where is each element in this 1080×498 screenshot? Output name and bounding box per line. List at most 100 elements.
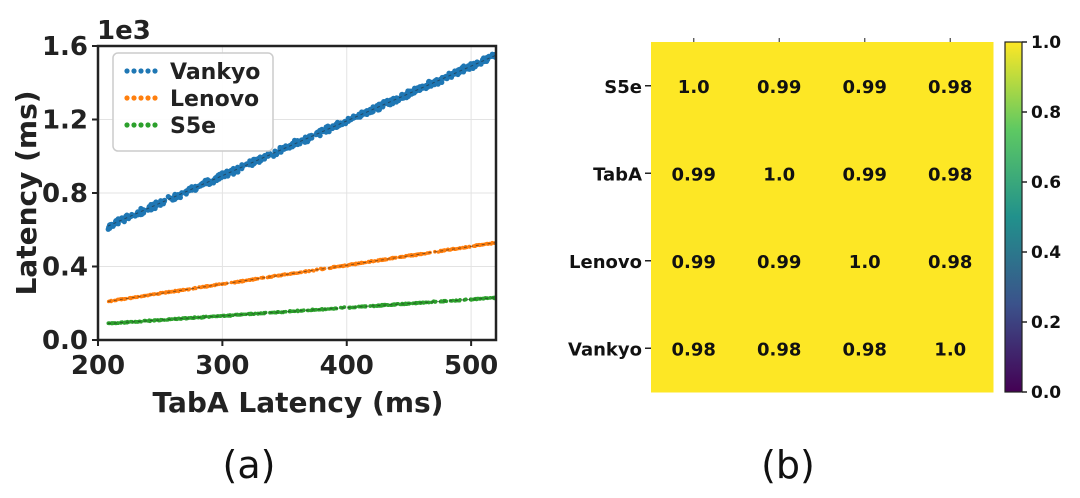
- heatmap-row-label: S5e: [604, 77, 642, 98]
- heatmap-row-labels: S5e TabA Lenovo Vankyo: [568, 77, 651, 360]
- scatter-point-vankyo: [466, 63, 472, 70]
- legend-entry-lenovo: Lenovo: [124, 87, 259, 112]
- heatmap-row-label: TabA: [593, 164, 642, 185]
- legend-marker: [131, 68, 137, 74]
- scatter-point-lenovo: [467, 245, 472, 249]
- scatter-point-vankyo: [265, 153, 271, 159]
- scatter-point-lenovo: [276, 274, 281, 278]
- scatter-point-s5e: [229, 313, 234, 318]
- legend-marker: [145, 122, 151, 128]
- scatter-point-vankyo: [382, 99, 388, 105]
- scatter-point-lenovo: [127, 296, 132, 300]
- scatter-point-vankyo: [337, 122, 343, 128]
- scatter-point-lenovo: [153, 292, 157, 296]
- scatter-point-lenovo: [186, 287, 191, 292]
- scatter-point-vankyo: [350, 113, 357, 119]
- caption-left: (a): [223, 443, 276, 487]
- scatter-point-s5e: [152, 319, 157, 323]
- x-tick-label: 200: [71, 351, 125, 381]
- scatter-point-vankyo: [303, 139, 309, 145]
- scatter-point-lenovo: [240, 279, 244, 283]
- scatter-point-lenovo: [199, 285, 203, 290]
- colorbar-tick-label: 1.0: [1031, 33, 1061, 53]
- heatmap-cell: [736, 217, 823, 305]
- scatter-point-s5e: [488, 296, 492, 300]
- heatmap-value: 0.99: [757, 77, 801, 98]
- heatmap-cell: [822, 304, 908, 393]
- scatter-point-lenovo: [181, 288, 185, 293]
- scatter-point-vankyo: [284, 144, 290, 150]
- heatmap-cell-labels: 1.0 0.99 0.99 0.98 0.99 1.0 0.99 0.98 0.99 0.99 1.…: [672, 77, 973, 361]
- scatter-point-vankyo: [106, 224, 112, 230]
- scatter-point-lenovo: [229, 280, 234, 285]
- heatmap-cell: [651, 42, 737, 130]
- y-axis-label: Latency (ms): [10, 90, 43, 295]
- scatter-point-s5e: [201, 314, 206, 319]
- caption-right: (b): [761, 443, 815, 487]
- scatter-point-s5e: [416, 301, 421, 305]
- scatter-point-s5e: [296, 309, 300, 314]
- heatmap-cell: [736, 304, 823, 393]
- colorbar-ticks: 0.0 0.2 0.4 0.6 0.8 1.0: [1022, 33, 1061, 403]
- scatter-point-s5e: [458, 298, 462, 302]
- scatter-point-vankyo: [247, 158, 253, 164]
- scatter-point-lenovo: [484, 242, 488, 246]
- scatter-point-s5e: [235, 312, 240, 317]
- legend-entry-s5e: S5e: [124, 114, 216, 139]
- scatter-point-lenovo: [376, 259, 380, 263]
- y-tick-label: 0.4: [42, 253, 88, 283]
- scatter-point-lenovo: [117, 297, 121, 302]
- scatter-point-s5e: [139, 319, 143, 324]
- scatter-point-vankyo: [355, 114, 361, 120]
- heatmap-value: 0.98: [928, 252, 972, 273]
- scatter-point-lenovo: [390, 256, 394, 261]
- heatmap-value: 0.99: [843, 77, 887, 98]
- scatter-point-lenovo: [282, 272, 287, 277]
- scatter-point-lenovo: [400, 255, 405, 259]
- scatter-point-vankyo: [390, 101, 396, 107]
- scatter-point-s5e: [427, 300, 431, 305]
- scatter-point-lenovo: [260, 276, 264, 280]
- heatmap-cell: [822, 129, 908, 218]
- scatter-point-lenovo: [210, 283, 214, 288]
- heatmap-value: 0.98: [928, 77, 972, 98]
- scatter-point-s5e: [368, 304, 373, 308]
- scatter-point-s5e: [207, 315, 211, 319]
- heatmap-value: 0.98: [843, 339, 887, 360]
- scatter-point-lenovo: [235, 279, 240, 284]
- legend-label: Lenovo: [170, 87, 259, 112]
- scatter-point-lenovo: [170, 289, 174, 294]
- scatter-point-lenovo: [253, 276, 258, 281]
- heatmap-cell: [651, 129, 737, 218]
- scatter-point-vankyo: [308, 133, 314, 139]
- heatmap-value: 1.0: [678, 77, 710, 98]
- heatmap-value: 1.0: [849, 252, 881, 273]
- x-axis-label: TabA Latency (ms): [153, 386, 444, 419]
- y-tick-label: 1.6: [42, 32, 88, 62]
- scatter-point-s5e: [146, 319, 150, 323]
- legend-marker: [152, 95, 158, 101]
- scatter-point-s5e: [451, 298, 455, 303]
- heatmap-cell: [822, 217, 908, 305]
- legend-marker: [124, 95, 130, 101]
- scatter-point-vankyo: [291, 141, 297, 147]
- scatter-point-s5e: [321, 308, 325, 312]
- scatter-point-lenovo: [348, 262, 352, 267]
- scatter-point-vankyo: [439, 74, 445, 81]
- scatter-point-lenovo: [270, 274, 274, 279]
- colorbar: 0.0 0.2 0.4 0.6 0.8 1.0: [1004, 33, 1061, 403]
- scatter-point-vankyo: [450, 71, 456, 77]
- scatter-point-lenovo: [294, 271, 299, 276]
- scatter-point-s5e: [212, 314, 216, 319]
- scatter-point-lenovo: [122, 297, 127, 301]
- scatter-point-lenovo: [417, 252, 422, 257]
- scatter-point-s5e: [439, 299, 444, 303]
- scatter-point-s5e: [302, 308, 306, 313]
- heatmap-chart: 1.0 0.99 0.99 0.98 0.99 1.0 0.99 0.98 0.99 0.99 1.…: [568, 33, 1061, 403]
- scatter-point-lenovo: [223, 282, 227, 286]
- heatmap-value: 0.98: [757, 339, 801, 360]
- scatter-point-vankyo: [277, 144, 283, 151]
- scatter-point-vankyo: [439, 79, 445, 85]
